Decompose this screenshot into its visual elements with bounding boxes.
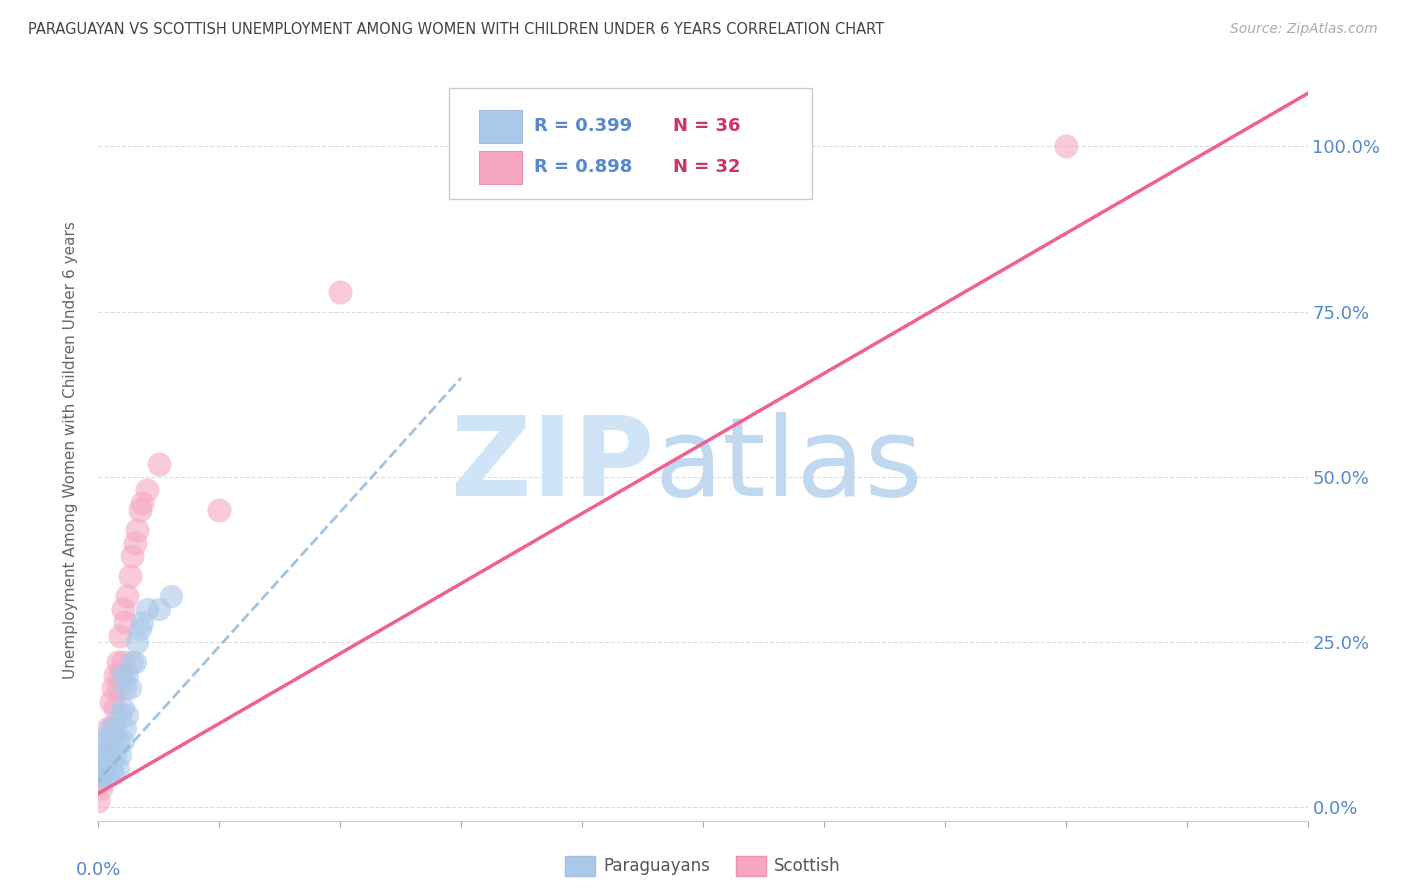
Point [90,780,112,795]
Text: PARAGUAYAN VS SCOTTISH UNEMPLOYMENT AMONG WOMEN WITH CHILDREN UNDER 6 YEARS CORR: PARAGUAYAN VS SCOTTISH UNEMPLOYMENT AMON… [28,22,884,37]
Point [101,767,124,781]
Point [107,655,129,669]
Y-axis label: Unemployment Among Women with Children Under 6 years: Unemployment Among Women with Children U… [63,221,77,680]
Point [94,761,117,775]
Point [108,668,131,682]
Point [100,761,122,775]
Point [107,681,129,696]
Point [148,457,170,471]
Legend: Paraguayans, Scottish: Paraguayans, Scottish [558,849,848,883]
Point [111,602,134,616]
Point [94,734,117,748]
Point [87,774,110,789]
Point [329,285,352,299]
Point [111,734,134,748]
Point [87,734,110,748]
Text: 0.0%: 0.0% [76,862,121,880]
Point [107,734,129,748]
Point [128,622,150,636]
Point [121,655,143,669]
Point [97,747,120,762]
Point [131,496,153,510]
Point [121,549,143,564]
Point [135,602,157,616]
Point [148,602,170,616]
Point [114,681,136,696]
Bar [479,151,522,184]
Point [117,707,139,722]
Point [118,681,141,696]
Point [114,721,136,735]
Point [101,734,124,748]
Point [91,767,114,781]
Point [127,523,149,537]
Point [104,668,127,682]
Point [101,681,124,696]
Text: Source: ZipAtlas.com: Source: ZipAtlas.com [1230,22,1378,37]
Point [108,747,131,762]
Point [117,668,139,682]
Point [111,668,134,682]
Point [208,503,231,517]
Point [1054,139,1077,153]
Point [100,695,122,709]
Text: ZIP: ZIP [451,412,655,519]
Text: R = 0.399: R = 0.399 [534,117,631,136]
Point [117,589,139,603]
Point [91,747,114,762]
Point [97,767,120,781]
Point [101,721,124,735]
Point [114,615,136,630]
Text: N = 32: N = 32 [673,158,741,176]
Point [104,747,127,762]
Point [111,701,134,715]
Point [97,721,120,735]
Point [87,774,110,789]
Text: N = 36: N = 36 [673,117,741,136]
Text: R = 0.898: R = 0.898 [534,158,633,176]
Point [107,761,129,775]
Point [111,655,134,669]
Point [127,635,149,649]
FancyBboxPatch shape [449,87,811,199]
Point [118,569,141,583]
Point [135,483,157,497]
Point [91,767,114,781]
Point [160,589,183,603]
Point [124,655,146,669]
Point [108,629,131,643]
Point [100,721,122,735]
Point [94,761,117,775]
Point [87,794,110,808]
Point [128,503,150,517]
Point [100,734,122,748]
Point [87,761,110,775]
Point [108,707,131,722]
Point [104,701,127,715]
Point [100,747,122,762]
Point [97,747,120,762]
Text: atlas: atlas [655,412,924,519]
Point [131,615,153,630]
Point [124,536,146,550]
Point [104,721,127,735]
Bar [479,110,522,144]
